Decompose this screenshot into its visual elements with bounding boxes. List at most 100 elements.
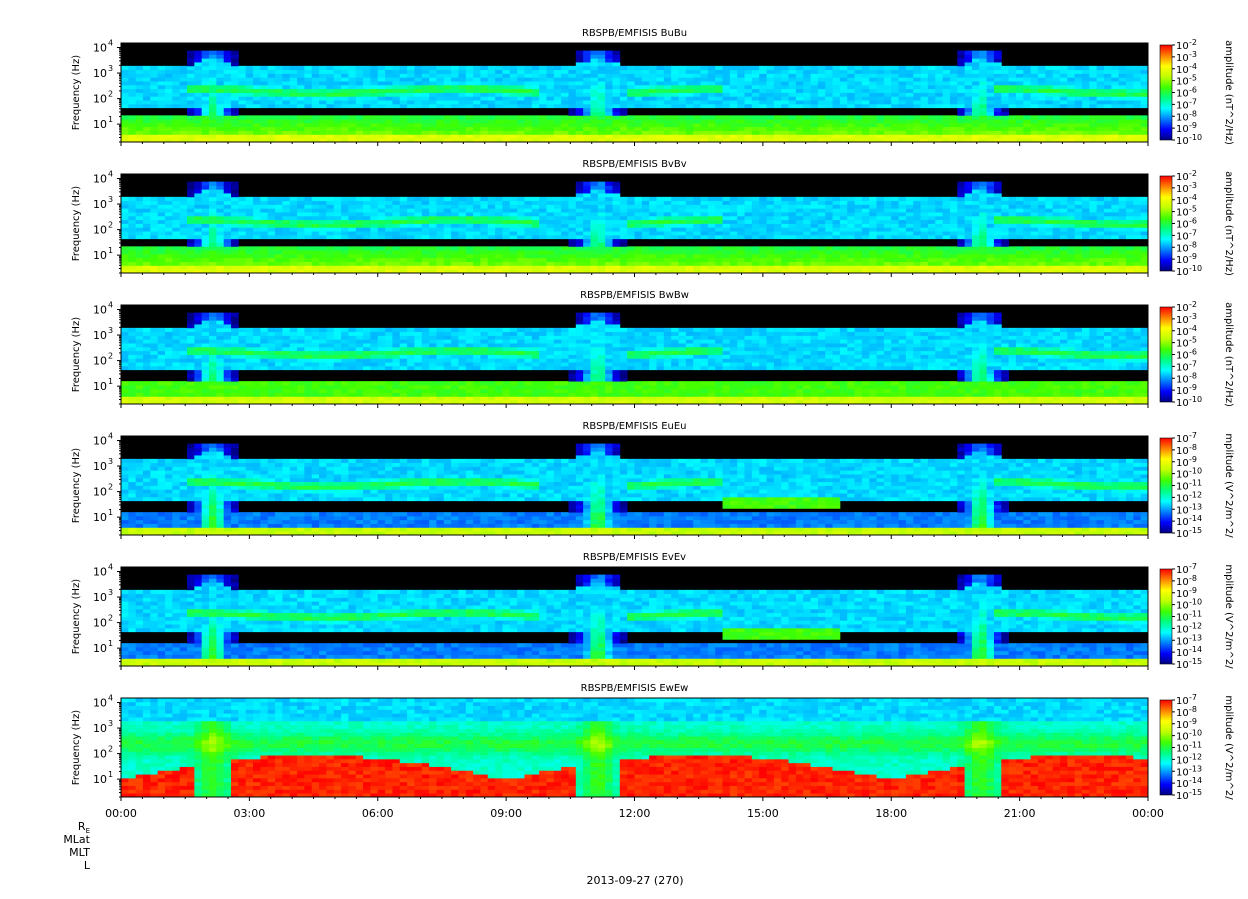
heatmap-cell bbox=[671, 92, 679, 97]
heatmap-cell bbox=[854, 88, 863, 93]
heatmap-cell bbox=[465, 212, 474, 217]
heatmap-cell bbox=[905, 215, 914, 221]
heatmap-cell bbox=[1125, 130, 1134, 135]
heatmap-cell bbox=[561, 84, 569, 90]
heatmap-cell bbox=[737, 77, 745, 82]
heatmap-cell bbox=[275, 269, 283, 274]
heatmap-cell bbox=[385, 253, 393, 259]
heatmap-cell bbox=[524, 65, 533, 71]
heatmap-cell bbox=[194, 103, 203, 109]
heatmap-cell bbox=[1111, 100, 1120, 105]
heatmap-cell bbox=[458, 103, 467, 109]
heatmap-cell bbox=[377, 231, 386, 236]
heatmap-cell bbox=[363, 100, 371, 105]
heatmap-cell bbox=[891, 257, 899, 262]
heatmap-cell bbox=[759, 204, 767, 209]
heatmap-cell bbox=[414, 269, 423, 274]
heatmap-cell bbox=[634, 122, 643, 128]
heatmap-cell bbox=[634, 250, 643, 255]
heatmap-cell bbox=[883, 130, 892, 135]
heatmap-cell bbox=[223, 265, 232, 270]
heatmap-cell bbox=[179, 269, 188, 274]
heatmap-cell bbox=[245, 215, 254, 221]
heatmap-cell bbox=[1111, 65, 1120, 71]
heatmap-cell bbox=[1140, 96, 1149, 101]
heatmap-cell bbox=[253, 223, 261, 228]
heatmap-cell bbox=[1074, 130, 1083, 135]
heatmap-cell bbox=[964, 103, 973, 109]
heatmap-cell bbox=[297, 257, 305, 262]
heatmap-cell bbox=[451, 250, 459, 255]
heatmap-cell bbox=[319, 77, 327, 82]
heatmap-cell bbox=[143, 115, 151, 120]
heatmap-cell bbox=[583, 73, 591, 78]
heatmap-cell bbox=[546, 212, 555, 217]
heatmap-cell bbox=[700, 257, 709, 262]
heatmap-cell bbox=[260, 119, 269, 124]
heatmap-cell bbox=[1125, 134, 1134, 139]
heatmap-cell bbox=[333, 246, 342, 251]
heatmap-cell bbox=[905, 115, 914, 120]
heatmap-cell bbox=[209, 54, 217, 59]
heatmap-cell bbox=[744, 219, 753, 224]
heatmap-cell bbox=[502, 115, 511, 120]
heatmap-cell bbox=[414, 92, 423, 97]
heatmap-cell bbox=[179, 81, 188, 86]
heatmap-cell bbox=[905, 212, 914, 217]
heatmap-cell bbox=[671, 269, 679, 274]
heatmap-cell bbox=[377, 200, 386, 205]
heatmap-cell bbox=[165, 126, 173, 131]
heatmap-cell bbox=[561, 100, 569, 105]
heatmap-cell bbox=[385, 92, 393, 97]
heatmap-cell bbox=[979, 73, 988, 78]
heatmap-cell bbox=[135, 69, 144, 74]
heatmap-cell bbox=[693, 103, 701, 109]
heatmap-cell bbox=[759, 269, 767, 274]
heatmap-cell bbox=[795, 115, 804, 120]
heatmap-cell bbox=[605, 50, 613, 55]
heatmap-cell bbox=[370, 81, 379, 86]
heatmap-cell bbox=[1103, 96, 1112, 101]
heatmap-cell bbox=[150, 212, 159, 217]
heatmap-cell bbox=[355, 204, 364, 209]
heatmap-cell bbox=[795, 250, 804, 255]
heatmap-cell bbox=[568, 100, 577, 105]
heatmap-cell bbox=[1074, 134, 1083, 139]
heatmap-cell bbox=[861, 200, 870, 205]
heatmap-cell bbox=[971, 92, 980, 97]
heatmap-cell bbox=[869, 115, 877, 120]
heatmap-cell bbox=[531, 65, 540, 71]
heatmap-cell bbox=[957, 73, 966, 78]
heatmap-cell bbox=[473, 81, 481, 86]
heatmap-cell bbox=[495, 126, 503, 131]
heatmap-cell bbox=[150, 103, 159, 109]
heatmap-cell bbox=[568, 219, 577, 224]
heatmap-cell bbox=[245, 253, 254, 259]
heatmap-cell bbox=[715, 126, 723, 131]
heatmap-cell bbox=[187, 126, 195, 131]
heatmap-cell bbox=[429, 261, 437, 266]
heatmap-cell bbox=[971, 185, 980, 190]
heatmap-cell bbox=[407, 215, 415, 221]
heatmap-cell bbox=[597, 92, 606, 97]
heatmap-cell bbox=[942, 119, 951, 124]
heatmap-cell bbox=[993, 81, 1002, 86]
heatmap-cell bbox=[561, 261, 569, 266]
heatmap-cell bbox=[128, 265, 137, 270]
heatmap-cell bbox=[348, 227, 357, 232]
heatmap-cell bbox=[832, 122, 841, 128]
heatmap-cell bbox=[971, 88, 980, 93]
heatmap-cell bbox=[971, 246, 980, 251]
heatmap-cell bbox=[187, 58, 195, 63]
heatmap-cell bbox=[502, 269, 511, 274]
heatmap-cell bbox=[810, 265, 819, 270]
x-tick-label: 06:00 bbox=[362, 807, 394, 820]
heatmap-cell bbox=[949, 130, 958, 135]
heatmap-cell bbox=[773, 227, 782, 232]
heatmap-cell bbox=[1052, 65, 1061, 71]
heatmap-cell bbox=[817, 115, 826, 120]
heatmap-cell bbox=[1140, 65, 1149, 71]
heatmap-cell bbox=[876, 100, 885, 105]
heatmap-cell bbox=[517, 212, 525, 217]
heatmap-cell bbox=[209, 261, 217, 266]
